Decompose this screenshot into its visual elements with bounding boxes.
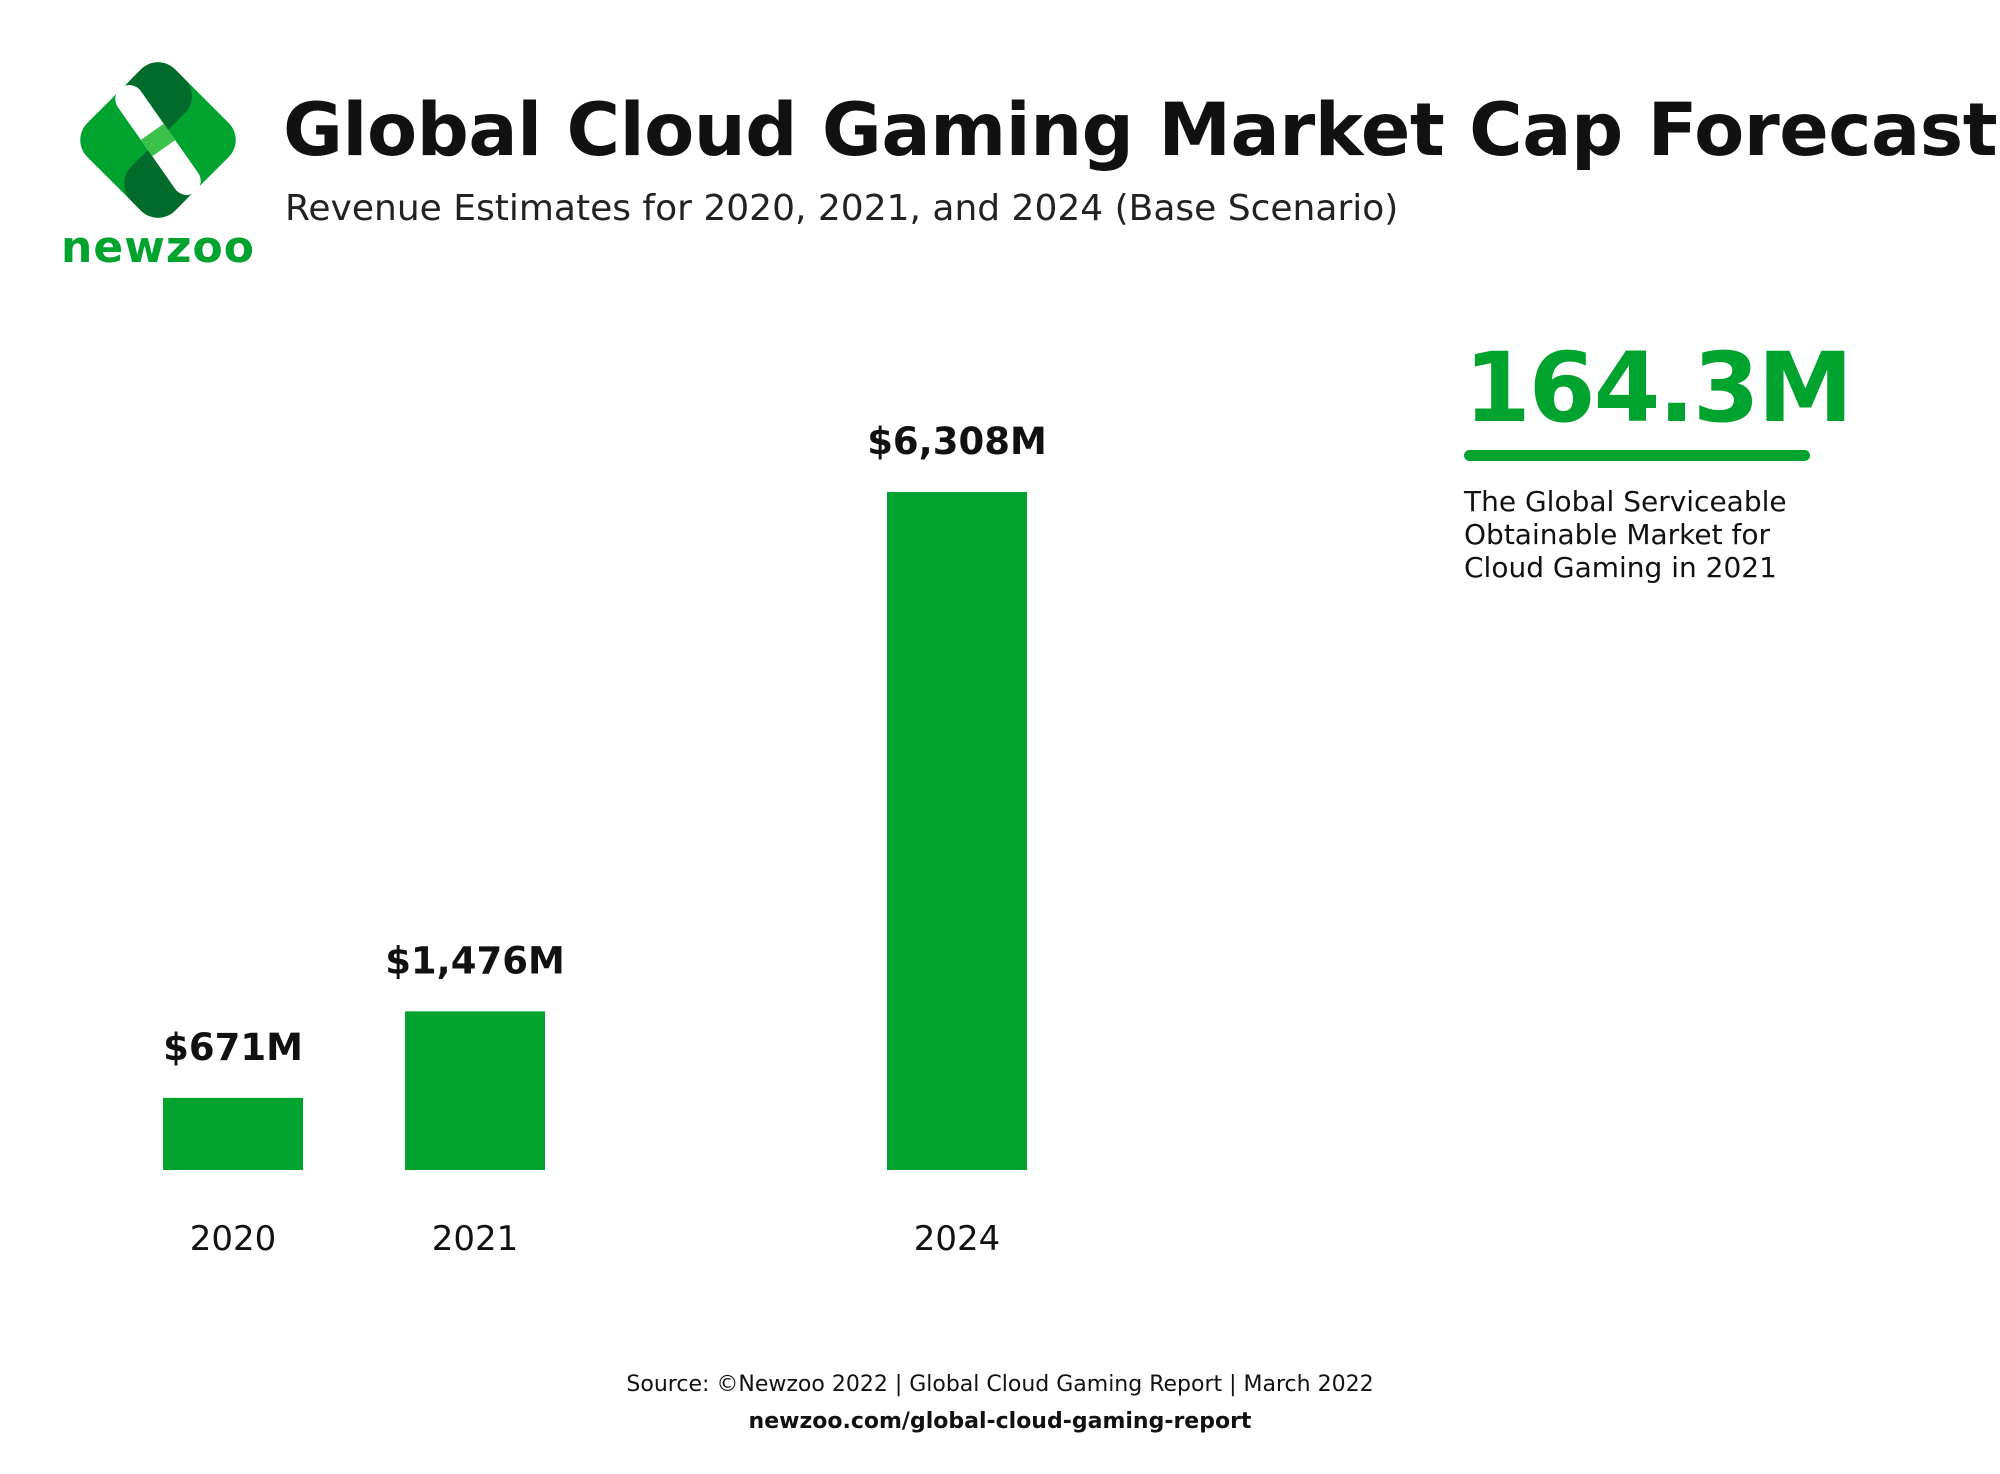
chart-subtitle: Revenue Estimates for 2020, 2021, and 20… [285,188,1399,229]
bar-2024 [887,492,1027,1170]
newzoo-logo-icon [80,62,236,218]
callout-underline [1464,450,1810,461]
chart-title: Global Cloud Gaming Market Cap Forecast [283,88,1998,173]
x-tick-label-2021: 2021 [432,1219,519,1259]
callout-description: The Global Serviceable Obtainable Market… [1464,485,1787,584]
source-note: Source: ©Newzoo 2022 | Global Cloud Gami… [626,1372,1374,1397]
x-tick-label-2024: 2024 [914,1219,1001,1259]
bar-value-label-2020: $671M [163,1026,303,1069]
bar-value-label-2021: $1,476M [385,939,565,982]
newzoo-wordmark: newzoo [61,222,255,273]
bar-2021 [405,1011,545,1170]
callout-value: 164.3M [1464,332,1853,444]
source-url[interactable]: newzoo.com/global-cloud-gaming-report [748,1409,1252,1434]
callout-panel: 164.3M The Global Serviceable Obtainable… [1464,332,1853,584]
x-tick-label-2020: 2020 [190,1219,277,1259]
bar-value-label-2024: $6,308M [867,420,1047,463]
bar-2020 [163,1097,303,1170]
newzoo-logo: newzoo [60,52,256,282]
